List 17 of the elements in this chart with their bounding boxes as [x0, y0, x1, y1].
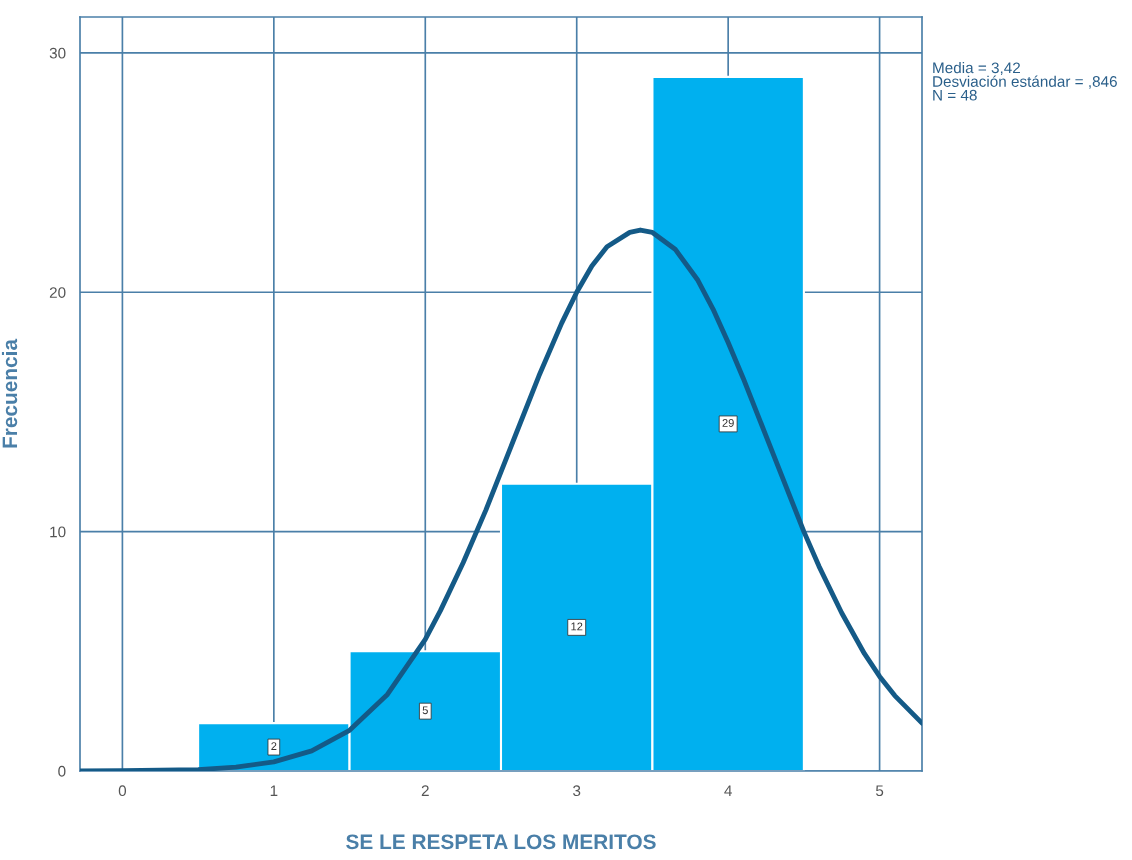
x-tick-label: 5 [875, 785, 884, 797]
x-tick-label: 2 [421, 785, 429, 796]
y-tick-label: 0 [58, 765, 66, 777]
text: Media = 3,42 Desviación estándar = ,846 N = 48 [933, 62, 1117, 101]
x-tick-label: 1 [270, 785, 278, 796]
data-label: 12 [571, 622, 583, 631]
data-label: 29 [722, 419, 734, 427]
x-axis-title: SE LE RESPETA LOS MERITOS [346, 834, 656, 850]
x-tick-label: 4 [724, 785, 732, 796]
data-label: 2 [271, 742, 277, 750]
y-tick-label: 10 [50, 526, 66, 538]
y-axis-title: Frecuencia [1, 338, 18, 448]
data-label: 5 [422, 706, 428, 715]
y-tick-label: 20 [49, 287, 66, 298]
x-tick-label: 0 [118, 785, 127, 797]
y-tick-label: 30 [49, 47, 66, 59]
x-tick-label: 3 [573, 785, 581, 797]
